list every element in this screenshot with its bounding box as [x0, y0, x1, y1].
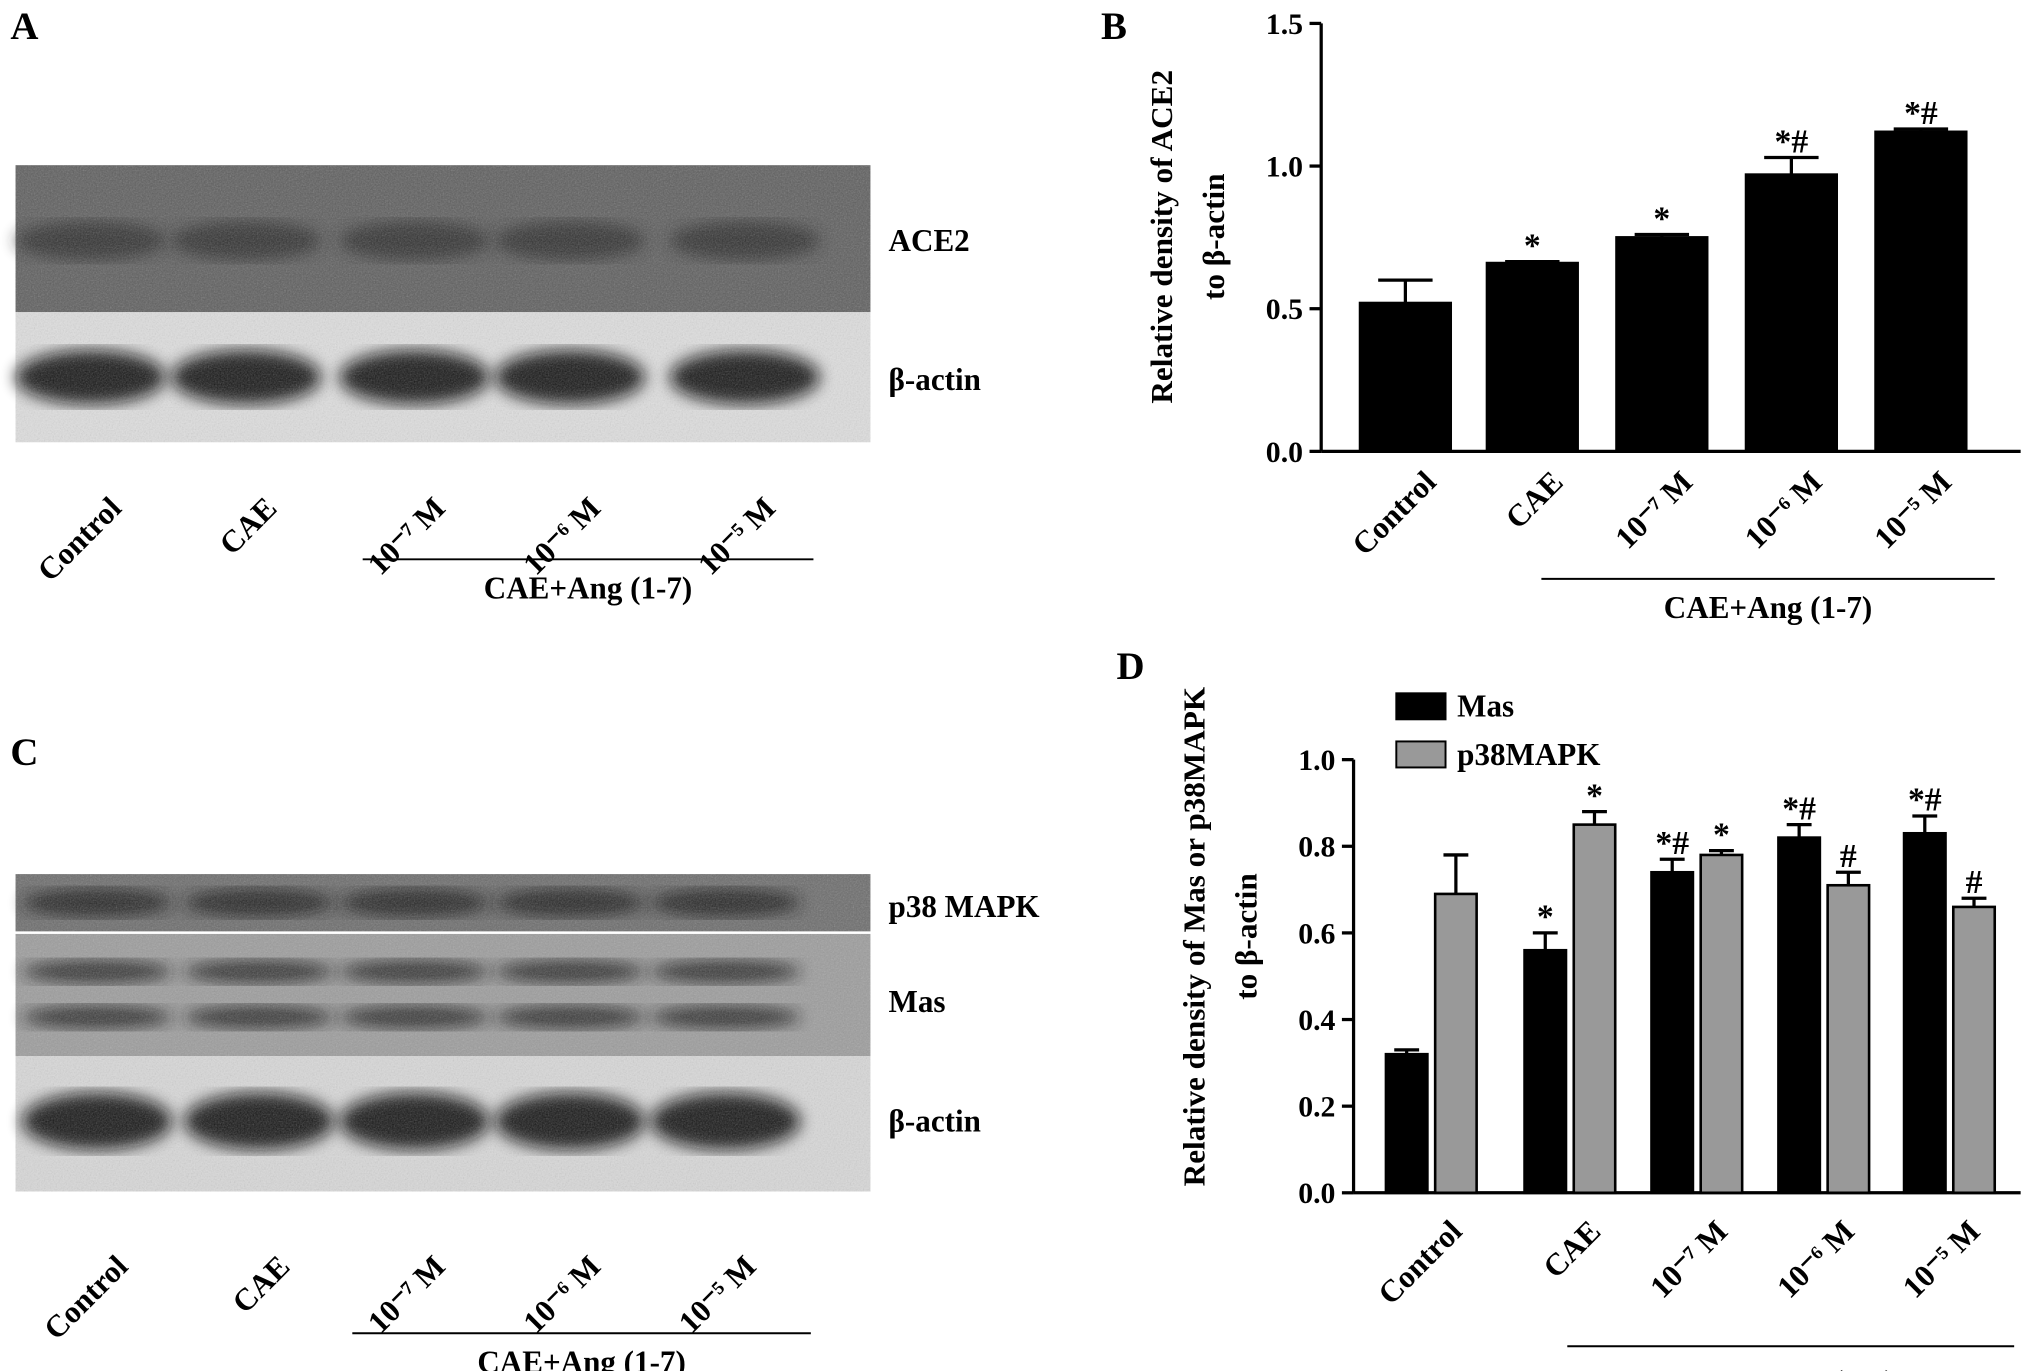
band-label: ACE2 [889, 223, 970, 258]
significance-label: # [1966, 864, 1983, 901]
x-tick-label: 10⁻⁶ M [1770, 1213, 1861, 1304]
lane-label: CAE [212, 490, 283, 561]
lane-label: Control [37, 1248, 135, 1346]
band-label: p38 MAPK [889, 889, 1040, 924]
bar [1826, 883, 1871, 1195]
legend-label: Mas [1457, 689, 1514, 724]
band-label: β-actin [889, 1104, 981, 1139]
lane-label: 10⁻⁵ M [691, 490, 782, 581]
blot-noise [15, 312, 871, 443]
x-tick-label: 10⁻⁷ M [1608, 464, 1699, 555]
blot-noise [15, 933, 871, 1057]
y-axis-label: Relative density of Mas or p38MAPK [1177, 687, 1212, 1187]
panel-letter: B [1101, 5, 1127, 48]
y-tick-label: 1.5 [1266, 8, 1303, 41]
group-label: CAE+Ang (1-7) [477, 1344, 685, 1371]
y-tick-label: 0.5 [1266, 293, 1303, 326]
blot-noise [15, 874, 871, 932]
legend-swatch [1395, 692, 1447, 721]
panel-letter: D [1117, 645, 1145, 688]
lane-label: 10⁻⁵ M [672, 1248, 763, 1339]
bar [1572, 823, 1617, 1195]
x-tick-label: CAE [1536, 1213, 1607, 1284]
significance-label: * [1524, 227, 1541, 264]
y-tick-label: 0.6 [1298, 917, 1335, 950]
group-label: CAE+Ang (1-7) [484, 570, 692, 605]
bar [1384, 1052, 1429, 1195]
bar [1699, 853, 1744, 1195]
y-tick-label: 1.0 [1266, 150, 1303, 183]
bar [1358, 301, 1453, 453]
significance-label: * [1586, 777, 1603, 814]
bar [1902, 831, 1947, 1195]
lane-label: CAE [225, 1248, 296, 1319]
y-axis-label: to β-actin [1196, 173, 1231, 300]
bar [1777, 836, 1822, 1195]
bar [1874, 130, 1968, 453]
y-tick-label: 0.0 [1298, 1177, 1335, 1210]
y-tick-label: 0.4 [1298, 1004, 1335, 1037]
y-tick-label: 0.8 [1298, 831, 1335, 864]
bar [1523, 948, 1568, 1195]
x-tick-label: 10⁻⁶ M [1738, 464, 1829, 555]
band-label: Mas [889, 984, 946, 1019]
lane-label: 10⁻⁷ M [361, 1248, 452, 1339]
y-axis-label: to β-actin [1228, 873, 1263, 1000]
bar [1951, 905, 1997, 1195]
significance-label: # [1840, 838, 1857, 875]
x-tick-label: Control [1371, 1213, 1469, 1311]
significance-label: *# [1904, 95, 1938, 132]
blot-noise [15, 165, 871, 313]
lane-label: Control [30, 490, 128, 588]
x-tick-label: 10⁻⁵ M [1867, 464, 1958, 555]
significance-label: * [1713, 816, 1730, 853]
y-tick-label: 0.0 [1266, 436, 1303, 469]
y-tick-label: 0.2 [1298, 1091, 1335, 1124]
blot-noise [15, 1056, 871, 1192]
x-tick-label: 10⁻⁷ M [1643, 1213, 1734, 1304]
bar [1744, 173, 1839, 453]
lane-label: 10⁻⁷ M [361, 490, 452, 581]
group-label: CAE+Ang (1-7) [1686, 1364, 1894, 1371]
bar [1433, 892, 1478, 1195]
bar [1615, 236, 1709, 453]
legend-swatch [1395, 740, 1447, 769]
panel-letter: A [10, 5, 38, 48]
y-tick-label: 1.0 [1298, 744, 1335, 777]
significance-label: *# [1908, 782, 1942, 819]
band-label: β-actin [889, 362, 981, 397]
bar [1485, 261, 1579, 453]
significance-label: *# [1775, 123, 1809, 160]
panel-letter: C [10, 731, 38, 774]
x-tick-label: 10⁻⁵ M [1896, 1213, 1987, 1304]
lane-label: 10⁻⁶ M [516, 1248, 607, 1339]
legend-label: p38MAPK [1457, 737, 1600, 772]
significance-label: *# [1655, 825, 1689, 862]
significance-label: *# [1782, 790, 1816, 827]
bar [1650, 870, 1695, 1195]
significance-label: * [1537, 899, 1554, 936]
x-tick-label: CAE [1499, 464, 1570, 535]
y-axis-label: Relative density of ACE2 [1144, 70, 1179, 404]
significance-label: * [1653, 200, 1670, 237]
x-tick-label: Control [1345, 464, 1443, 562]
group-label: CAE+Ang (1-7) [1664, 590, 1872, 625]
lane-label: 10⁻⁶ M [516, 490, 607, 581]
